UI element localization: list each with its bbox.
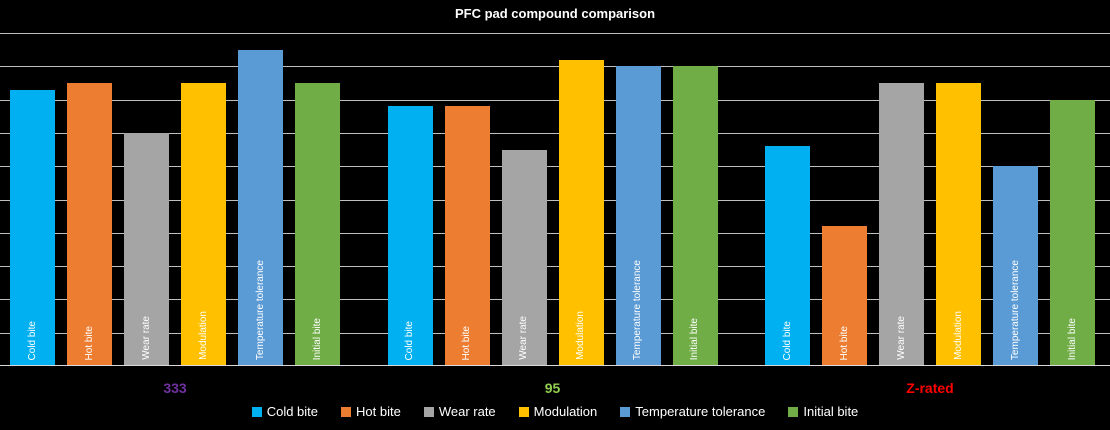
- bar-label: Initial bite: [689, 317, 700, 360]
- bar-label: Wear rate: [895, 316, 907, 360]
- bar-cold-bite-z-rated: Cold bite: [765, 146, 810, 366]
- bar-cold-bite-95: Cold bite: [387, 106, 433, 366]
- legend-swatch-icon: [251, 406, 262, 417]
- legend-item-modulation: Modulation: [518, 404, 598, 419]
- gridline: [0, 66, 1110, 68]
- bar-hot-bite-95: Hot bite: [444, 106, 490, 366]
- bar-label: Temperature tolerance: [254, 259, 266, 360]
- category-label-333: 333: [163, 380, 187, 396]
- bar-label: Cold bite: [404, 320, 415, 360]
- category-label-z-rated: Z-rated: [906, 380, 954, 396]
- bar-label: Temperature tolerance: [632, 259, 643, 360]
- bar-modulation-z-rated: Modulation: [936, 82, 981, 366]
- bar-wear-rate-333: Wear rate: [124, 132, 169, 366]
- legend-swatch-icon: [620, 406, 631, 417]
- legend-label: Temperature tolerance: [635, 404, 766, 419]
- gridline: [0, 266, 1110, 268]
- bar-hot-bite-333: Hot bite: [67, 82, 112, 366]
- legend-label: Wear rate: [438, 404, 496, 419]
- bar-group-333: Cold bite Hot bite Wear rate Modulation Temp…: [10, 33, 340, 366]
- bar-label: Hot bite: [83, 325, 95, 360]
- gridline: [0, 99, 1110, 101]
- bar-label: Initial bite: [311, 317, 323, 360]
- bar-temperature-tolerance-z-rated: Temperature tolerance: [993, 166, 1038, 366]
- category-labels: 333 95 Z-rated: [0, 380, 1110, 396]
- bar-initial-bite-95: Initial bite: [672, 66, 718, 366]
- gridline: [0, 132, 1110, 134]
- bar-label: Wear rate: [140, 316, 152, 360]
- legend-item-hot-bite: Hot bite: [341, 404, 401, 419]
- bar-hot-bite-z-rated: Hot bite: [822, 226, 867, 366]
- legend-item-cold-bite: Cold bite: [251, 404, 319, 419]
- bar-cold-bite-333: Cold bite: [10, 89, 55, 366]
- legend-swatch-icon: [341, 406, 352, 417]
- bar-wear-rate-z-rated: Wear rate: [879, 82, 924, 366]
- legend-label: Hot bite: [356, 404, 401, 419]
- bar-wear-rate-95: Wear rate: [501, 149, 547, 366]
- legend: Cold bite Hot bite Wear rate Modulation Temp…: [0, 404, 1110, 419]
- bar-modulation-95: Modulation: [558, 59, 604, 366]
- legend-label: Modulation: [533, 404, 598, 419]
- bar-label: Hot bite: [838, 325, 850, 360]
- bar-label: Modulation: [197, 311, 209, 360]
- category-label-95: 95: [544, 380, 561, 396]
- legend-item-wear-rate: Wear rate: [423, 404, 496, 419]
- bar-label: Cold bite: [26, 320, 38, 360]
- legend-swatch-icon: [788, 406, 799, 417]
- legend-swatch-icon: [518, 406, 529, 417]
- bar-label: Initial bite: [1066, 317, 1078, 360]
- gridlines: [0, 33, 1110, 366]
- legend-item-temperature-tolerance: Temperature tolerance: [620, 404, 765, 419]
- plot-area: Cold bite Hot bite Wear rate Modulation Temp…: [0, 33, 1110, 366]
- gridline: [0, 33, 1110, 34]
- bar-label: Wear rate: [518, 316, 529, 360]
- bar-initial-bite-z-rated: Initial bite: [1050, 99, 1095, 366]
- bar-label: Modulation: [575, 311, 586, 360]
- bar-label: Cold bite: [781, 320, 793, 360]
- bar-modulation-333: Modulation: [181, 82, 226, 366]
- gridline: [0, 232, 1110, 234]
- bar-temperature-tolerance-333: Temperature tolerance: [238, 49, 283, 366]
- legend-item-initial-bite: Initial bite: [788, 404, 858, 419]
- chart-title: PFC pad compound comparison: [454, 6, 656, 21]
- bar-label: Modulation: [952, 311, 964, 360]
- bar-group-z-rated: Cold bite Hot bite Wear rate Modulation Temp…: [765, 33, 1095, 366]
- bar-initial-bite-333: Initial bite: [295, 82, 340, 366]
- x-axis-line: [0, 365, 1110, 366]
- legend-label: Cold bite: [266, 404, 319, 419]
- bar-temperature-tolerance-95: Temperature tolerance: [615, 66, 661, 366]
- gridline: [0, 199, 1110, 201]
- bar-label: Temperature tolerance: [1009, 259, 1021, 360]
- gridline: [0, 332, 1110, 334]
- gridline: [0, 299, 1110, 301]
- bar-group-95: Cold bite Hot bite Wear rate Modulation Temp…: [387, 33, 718, 366]
- legend-swatch-icon: [423, 406, 434, 417]
- gridline: [0, 166, 1110, 168]
- legend-label: Initial bite: [803, 404, 859, 419]
- bars-container: Cold bite Hot bite Wear rate Modulation Temp…: [0, 33, 1110, 366]
- bar-label: Hot bite: [461, 325, 472, 360]
